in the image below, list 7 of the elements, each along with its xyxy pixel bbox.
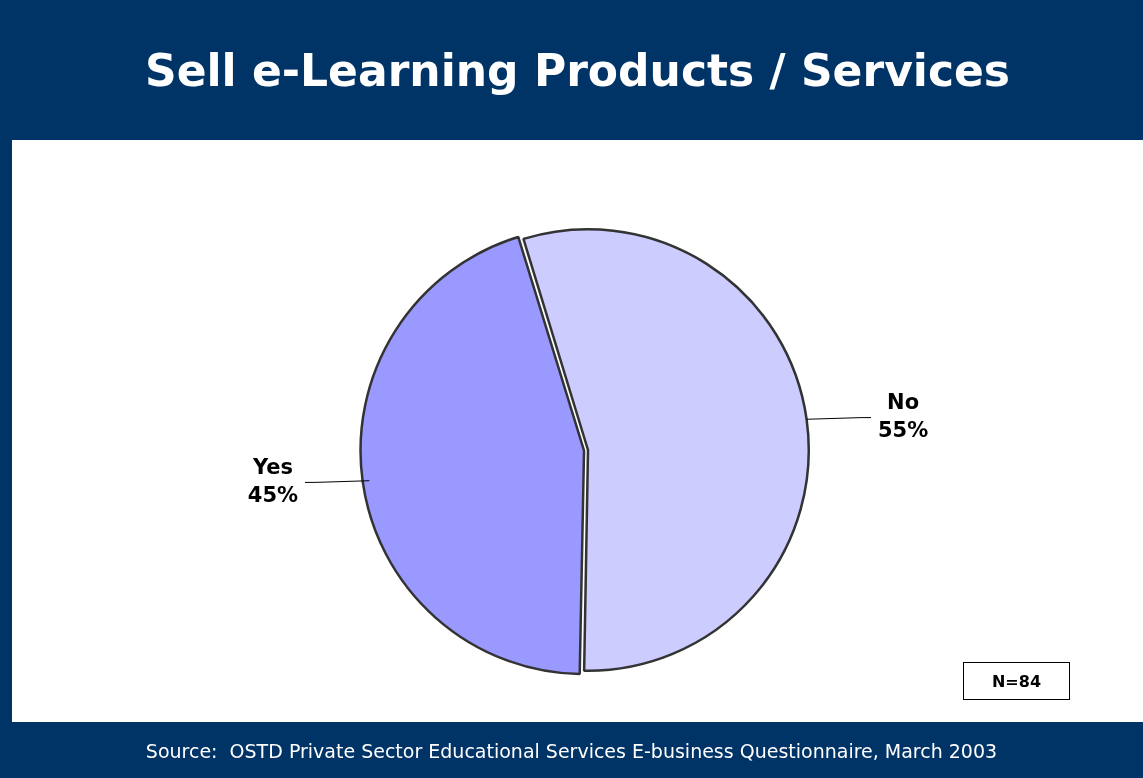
chart-title: Sell e-Learning Products / Services: [143, 43, 1011, 98]
slice-label: No: [887, 390, 920, 415]
slice-label: Yes: [251, 454, 293, 479]
source-note: Source: OSTD Private Sector Educational Services E-business Questionnaire, March 2003: [144, 739, 999, 764]
text: N=84: [963, 662, 1070, 700]
data-label: 55%: [877, 418, 929, 443]
data-label: 45%: [247, 482, 299, 507]
